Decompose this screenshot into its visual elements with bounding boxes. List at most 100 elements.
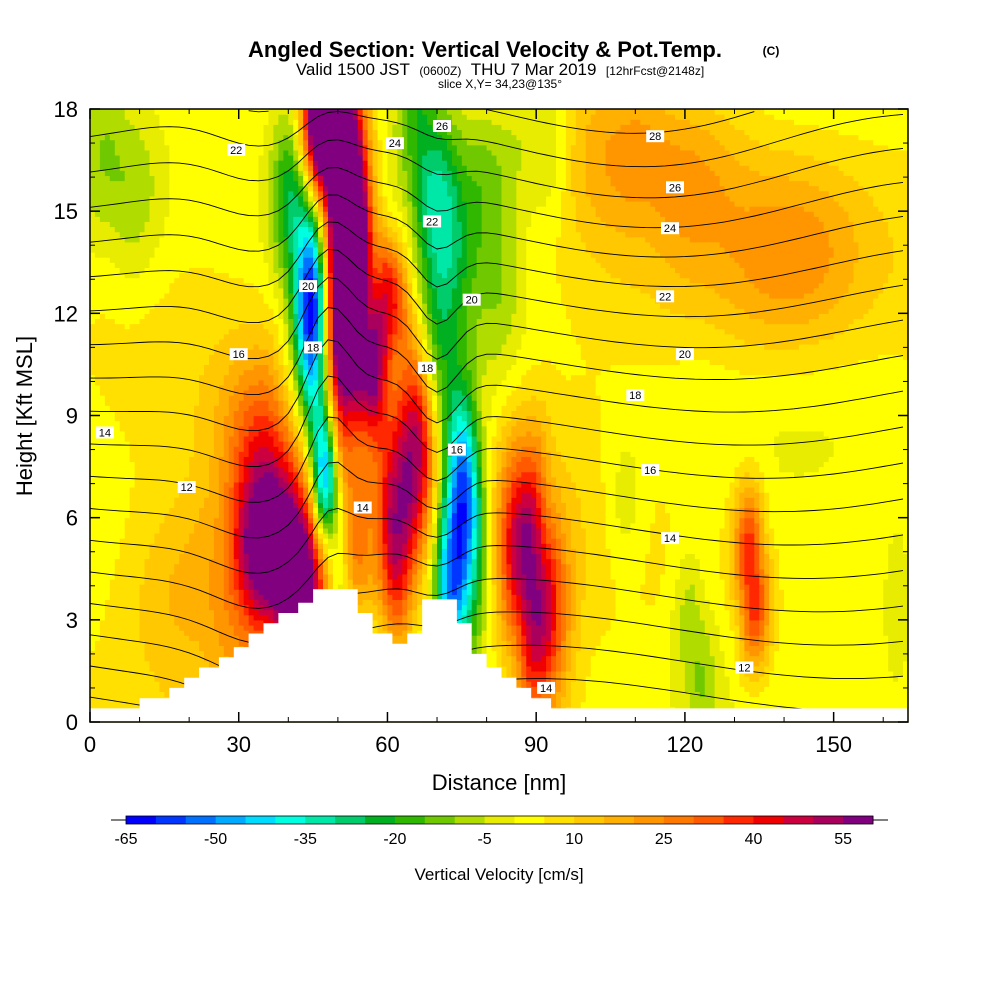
velocity-cell: [238, 323, 245, 330]
velocity-cell: [134, 522, 141, 529]
velocity-cell: [233, 456, 240, 463]
velocity-cell: [204, 262, 210, 268]
velocity-cell: [134, 129, 141, 136]
velocity-cell: [114, 354, 121, 360]
velocity-cell: [189, 369, 195, 376]
velocity-cell: [248, 323, 255, 330]
velocity-cell: [164, 451, 170, 457]
velocity-cell: [189, 333, 195, 340]
velocity-cell: [248, 624, 255, 631]
velocity-cell: [144, 206, 151, 212]
velocity-cell: [288, 338, 294, 345]
velocity-cell: [243, 175, 250, 182]
velocity-cell: [174, 211, 180, 217]
velocity-cell: [218, 446, 225, 452]
velocity-cell: [273, 303, 279, 309]
velocity-cell: [94, 584, 101, 590]
velocity-cell: [208, 553, 215, 560]
velocity-cell: [90, 430, 96, 437]
velocity-cell: [129, 655, 136, 662]
velocity-cell: [283, 415, 289, 422]
velocity-cell: [268, 374, 275, 381]
velocity-cell: [208, 180, 215, 187]
velocity-cell: [189, 328, 195, 335]
velocity-cell: [199, 282, 205, 289]
velocity-cell: [213, 328, 220, 335]
velocity-cell: [283, 364, 289, 371]
velocity-cell: [114, 287, 121, 294]
velocity-cell: [149, 236, 156, 243]
velocity-cell: [164, 379, 170, 386]
velocity-cell: [263, 466, 270, 473]
velocity-cell: [94, 563, 101, 570]
velocity-cell: [134, 619, 141, 626]
velocity-cell: [139, 553, 146, 560]
velocity-cell: [238, 471, 245, 478]
velocity-cell: [213, 532, 220, 539]
velocity-cell: [253, 160, 260, 166]
velocity-cell: [218, 471, 225, 478]
velocity-cell: [248, 553, 255, 560]
velocity-cell: [144, 175, 151, 182]
velocity-cell: [119, 160, 126, 166]
velocity-cell: [223, 303, 230, 309]
velocity-cell: [218, 384, 225, 391]
velocity-cell: [109, 221, 116, 228]
velocity-cell: [119, 190, 126, 197]
velocity-cell: [204, 328, 210, 335]
velocity-cell: [179, 338, 185, 345]
velocity-cell: [139, 236, 146, 243]
velocity-cell: [114, 144, 121, 151]
velocity-cell: [129, 359, 136, 366]
velocity-cell: [119, 446, 126, 452]
velocity-cell: [159, 563, 165, 570]
velocity-cell: [223, 277, 230, 284]
velocity-cell: [268, 236, 275, 243]
velocity-cell: [124, 318, 131, 325]
velocity-cell: [243, 144, 250, 151]
velocity-cell: [288, 292, 294, 299]
velocity-cell: [169, 379, 175, 386]
velocity-cell: [139, 538, 146, 544]
velocity-cell: [189, 435, 195, 442]
velocity-cell: [293, 364, 299, 371]
velocity-cell: [114, 400, 121, 406]
velocity-cell: [218, 589, 225, 595]
velocity-cell: [174, 497, 180, 503]
velocity-cell: [174, 630, 180, 636]
velocity-cell: [293, 400, 299, 406]
velocity-cell: [288, 553, 294, 560]
velocity-cell: [90, 257, 96, 263]
velocity-cell: [263, 497, 270, 503]
velocity-cell: [134, 389, 141, 396]
velocity-cell: [179, 609, 185, 616]
velocity-cell: [124, 430, 131, 437]
velocity-cell: [189, 190, 195, 197]
velocity-cell: [189, 354, 195, 360]
velocity-cell: [233, 292, 240, 299]
velocity-cell: [90, 129, 96, 136]
velocity-cell: [268, 538, 275, 544]
velocity-cell: [139, 420, 146, 427]
velocity-cell: [159, 645, 165, 652]
velocity-cell: [194, 594, 200, 600]
velocity-cell: [283, 599, 289, 606]
velocity-cell: [238, 487, 245, 493]
velocity-cell: [159, 466, 165, 473]
velocity-cell: [248, 292, 255, 299]
velocity-cell: [189, 512, 195, 519]
velocity-cell: [159, 415, 165, 422]
velocity-cell: [174, 573, 180, 580]
velocity-cell: [223, 323, 230, 330]
velocity-cell: [139, 400, 146, 406]
velocity-cell: [283, 119, 289, 125]
velocity-cell: [149, 144, 156, 151]
velocity-cell: [159, 277, 165, 284]
velocity-cell: [154, 543, 161, 549]
velocity-cell: [273, 415, 279, 422]
velocity-cell: [90, 670, 96, 677]
velocity-cell: [94, 282, 101, 289]
velocity-cell: [218, 129, 225, 136]
velocity-cell: [213, 389, 220, 396]
velocity-cell: [278, 492, 284, 498]
